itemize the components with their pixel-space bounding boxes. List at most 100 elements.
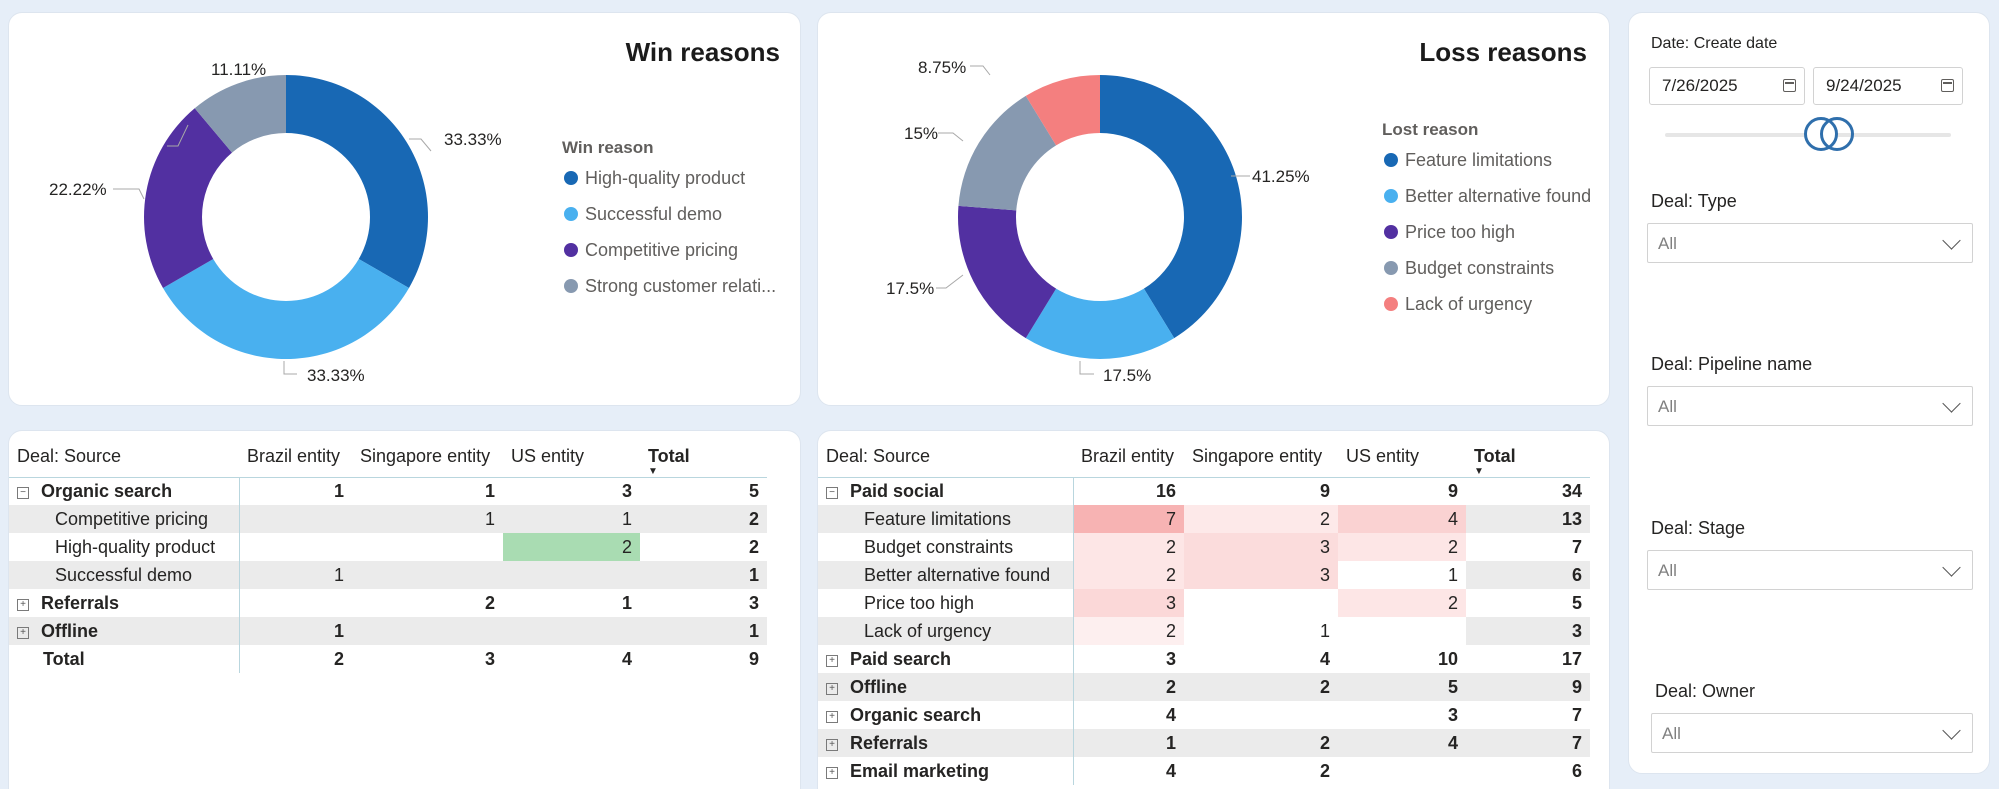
table-row: + Email marketing 4 2 6	[818, 757, 1590, 785]
win-legend-item[interactable]: Successful demo	[585, 204, 722, 224]
table-cell: 3	[1184, 533, 1338, 561]
win-legend-item[interactable]: Strong customer relati...	[585, 276, 776, 296]
donut-slice-alternative[interactable]	[1025, 288, 1175, 359]
table-cell: 4	[1165, 760, 1176, 781]
expand-icon[interactable]: +	[826, 682, 838, 695]
column-header[interactable]: Brazil entity	[1073, 437, 1184, 478]
row-label[interactable]: + Referrals	[9, 589, 240, 617]
win-chart-title: Win reasons	[625, 37, 780, 67]
table-cell: 1	[1073, 729, 1184, 757]
filter-panel: Date: Create date 7/26/2025 9/24/2025 De…	[1628, 12, 1990, 774]
table-cell: 4	[1338, 729, 1466, 757]
table-cell: 3	[748, 592, 759, 613]
loss-legend-item[interactable]: Feature limitations	[1405, 150, 1552, 170]
expand-icon[interactable]: +	[826, 766, 838, 779]
table-cell	[1338, 757, 1466, 785]
calendar-icon[interactable]	[1783, 79, 1796, 92]
donut-slice-feature[interactable]	[1100, 75, 1242, 339]
expand-icon[interactable]: +	[826, 654, 838, 667]
table-row: High-quality product 2 2	[9, 533, 767, 561]
row-label[interactable]: + Organic search	[818, 701, 1074, 729]
collapse-icon[interactable]: −	[17, 486, 29, 499]
column-header[interactable]: US entity	[503, 437, 640, 478]
donut-slice-demo[interactable]	[163, 259, 409, 359]
row-label: Successful demo	[9, 561, 240, 589]
expand-icon[interactable]: +	[826, 710, 838, 723]
loss-legend-item[interactable]: Better alternative found	[1405, 186, 1591, 206]
row-label-text: Referrals	[850, 732, 929, 753]
win-legend-item[interactable]: Competitive pricing	[585, 240, 738, 260]
loss-legend-item[interactable]: Lack of urgency	[1405, 294, 1532, 314]
table-cell: 1	[503, 505, 640, 533]
expand-icon[interactable]: +	[17, 626, 29, 639]
row-label[interactable]: + Email marketing	[818, 757, 1074, 785]
loss-legend-item[interactable]: Budget constraints	[1405, 258, 1554, 278]
deal-stage-dropdown[interactable]: All	[1647, 550, 1973, 590]
table-cell: 2	[1338, 533, 1466, 561]
row-label[interactable]: + Referrals	[818, 729, 1074, 757]
table-cell: 13	[1466, 505, 1590, 533]
deal-pipeline-dropdown[interactable]: All	[1647, 386, 1973, 426]
column-header[interactable]: Deal: Source	[9, 437, 239, 478]
row-label: Better alternative found	[818, 561, 1074, 589]
column-header[interactable]: Singapore entity	[352, 437, 503, 478]
deal-type-dropdown[interactable]: All	[1647, 223, 1973, 263]
row-label-text: Offline	[41, 620, 98, 641]
table-cell: 9	[748, 648, 759, 669]
collapse-icon[interactable]: −	[826, 486, 838, 499]
donut-slice-pricing[interactable]	[144, 108, 233, 289]
win-label-33b: 33.33%	[307, 366, 365, 385]
deal-pipeline-value: All	[1658, 397, 1677, 416]
row-label[interactable]: + Offline	[818, 673, 1074, 701]
column-header[interactable]: Singapore entity	[1184, 437, 1338, 478]
column-header[interactable]: US entity	[1338, 437, 1466, 478]
end-date-value: 9/24/2025	[1826, 76, 1902, 95]
table-cell: 4	[1319, 648, 1330, 669]
chevron-down-icon	[1942, 394, 1961, 413]
row-label[interactable]: + Paid search	[818, 645, 1074, 673]
loss-legend-item[interactable]: Price too high	[1405, 222, 1515, 242]
loss-label-4125: 41.25%	[1252, 167, 1310, 186]
row-label-text: Organic search	[850, 704, 982, 725]
win-legend-item[interactable]: High-quality product	[585, 168, 745, 188]
expand-icon[interactable]: +	[17, 598, 29, 611]
donut-slice-budget[interactable]	[958, 95, 1057, 211]
win-legend-marker	[564, 207, 578, 221]
table-cell: 16	[1155, 480, 1176, 501]
row-label[interactable]: − Paid social	[818, 477, 1074, 505]
row-label: Competitive pricing	[9, 505, 240, 533]
deal-stage-value: All	[1658, 561, 1677, 580]
column-header[interactable]: Total ▼	[640, 437, 767, 478]
row-label-text: Organic search	[41, 480, 173, 501]
start-date-input[interactable]: 7/26/2025	[1649, 67, 1805, 105]
donut-slice-relationship[interactable]	[194, 75, 286, 153]
loss-label-875: 8.75%	[918, 58, 966, 77]
row-label: Total	[9, 645, 240, 673]
table-cell: 6	[1571, 760, 1582, 781]
row-label[interactable]: + Offline	[9, 617, 240, 645]
table-cell: 1	[239, 617, 352, 645]
expand-icon[interactable]: +	[826, 738, 838, 751]
win-label-22: 22.22%	[49, 180, 107, 199]
table-cell: 2	[1184, 673, 1338, 701]
table-cell: 3	[621, 480, 632, 501]
column-header[interactable]: Total ▼	[1466, 437, 1590, 478]
donut-slice-high-quality[interactable]	[286, 75, 428, 288]
chevron-down-icon	[1942, 721, 1961, 740]
donut-slice-urgency[interactable]	[1025, 75, 1100, 146]
deal-owner-dropdown[interactable]: All	[1651, 713, 1973, 753]
loss-chart-title: Loss reasons	[1419, 37, 1587, 67]
date-range-end-handle[interactable]	[1820, 117, 1854, 151]
table-cell: 2	[1184, 505, 1338, 533]
column-header[interactable]: Deal: Source	[818, 437, 1073, 478]
table-cell	[239, 505, 352, 533]
column-header[interactable]: Brazil entity	[239, 437, 352, 478]
table-cell: 3	[1165, 648, 1176, 669]
end-date-input[interactable]: 9/24/2025	[1813, 67, 1963, 105]
row-label[interactable]: − Organic search	[9, 477, 240, 505]
donut-slice-price[interactable]	[958, 205, 1057, 339]
table-cell: 4	[1338, 505, 1466, 533]
table-cell	[352, 533, 503, 561]
win-legend-marker	[564, 171, 578, 185]
calendar-icon[interactable]	[1941, 79, 1954, 92]
